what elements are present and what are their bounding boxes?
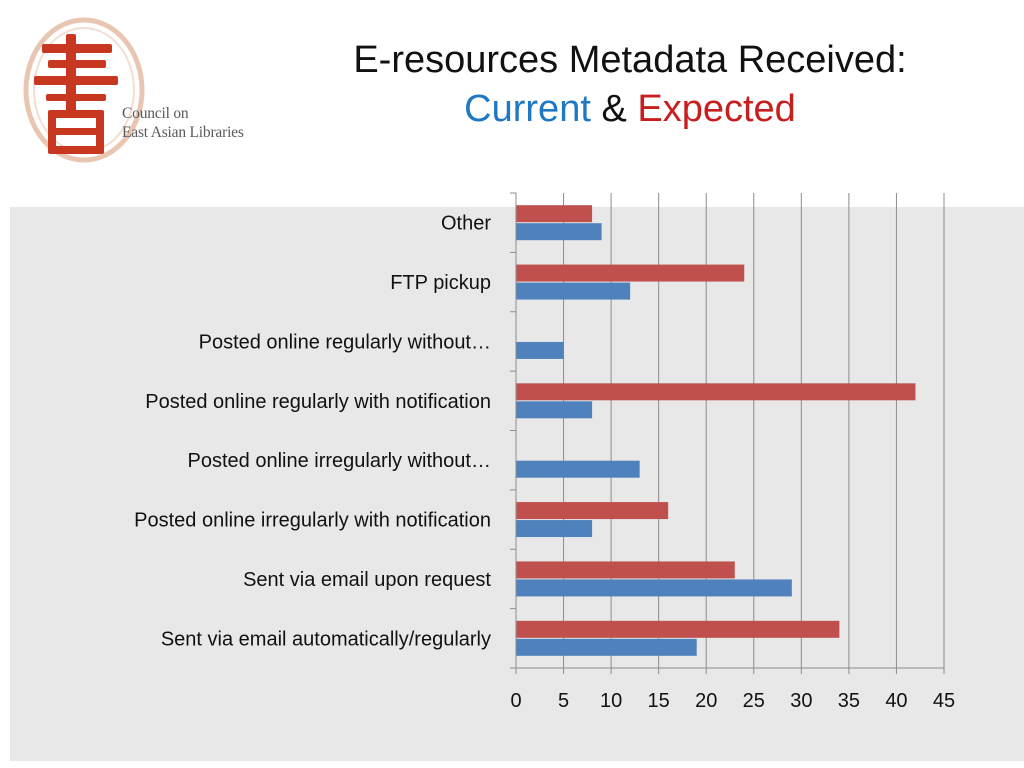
x-tick-label: 40 bbox=[885, 690, 907, 712]
category-labels: Other FTP pickup Posted online regularly w… bbox=[134, 213, 491, 651]
x-tick-label: 20 bbox=[695, 690, 717, 712]
slide-title: E-resources Metadata Received: Current &… bbox=[300, 36, 960, 134]
bar bbox=[516, 264, 745, 282]
bar bbox=[516, 205, 593, 223]
org-line-2: East Asian Libraries bbox=[122, 124, 244, 141]
x-tick-label: 30 bbox=[790, 690, 812, 712]
category-label: Sent via email upon request bbox=[243, 569, 491, 591]
x-tick-label: 25 bbox=[743, 690, 765, 712]
bar bbox=[516, 401, 593, 419]
axes bbox=[510, 192, 945, 674]
category-label: Sent via email automatically/regularly bbox=[161, 628, 491, 650]
title-current-word: Current bbox=[464, 88, 591, 130]
bar bbox=[516, 223, 602, 241]
x-tick-label: 45 bbox=[933, 690, 955, 712]
organization-name: Council on East Asian Libraries bbox=[122, 104, 282, 142]
org-line-1: Council on bbox=[122, 105, 189, 122]
tick-labels: 0 5 10 15 20 25 30 35 40 45 bbox=[510, 690, 955, 712]
bar bbox=[516, 561, 735, 579]
category-label: Posted online regularly without… bbox=[199, 331, 491, 353]
bar bbox=[516, 579, 792, 597]
bar bbox=[516, 341, 564, 359]
bar bbox=[516, 620, 840, 638]
x-tick-label: 35 bbox=[838, 690, 860, 712]
title-ampersand: & bbox=[601, 88, 627, 130]
cea-logo: Council on East Asian Libraries bbox=[22, 16, 272, 166]
category-label: FTP pickup bbox=[390, 272, 491, 294]
bar bbox=[516, 282, 631, 300]
grid-lines bbox=[563, 193, 945, 668]
category-label: Posted online irregularly without… bbox=[188, 450, 492, 472]
title-line-2: Current & Expected bbox=[300, 85, 960, 134]
category-label: Other bbox=[441, 213, 491, 235]
category-label: Posted online regularly with notificatio… bbox=[145, 391, 491, 413]
bar bbox=[516, 502, 669, 520]
title-expected-word: Expected bbox=[637, 88, 796, 130]
x-tick-label: 0 bbox=[510, 690, 521, 712]
calligraphy-seal-icon bbox=[23, 17, 145, 163]
x-tick-label: 15 bbox=[648, 690, 670, 712]
bars bbox=[516, 205, 916, 656]
category-label: Posted online irregularly with notificat… bbox=[134, 510, 491, 532]
x-tick-label: 10 bbox=[600, 690, 622, 712]
bar bbox=[516, 520, 593, 538]
x-tick-label: 5 bbox=[558, 690, 569, 712]
bar bbox=[516, 383, 916, 401]
title-line-1: E-resources Metadata Received: bbox=[353, 39, 907, 81]
bar bbox=[516, 638, 697, 656]
bar bbox=[516, 460, 640, 478]
